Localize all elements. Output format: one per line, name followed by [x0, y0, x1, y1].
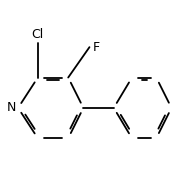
Text: Cl: Cl	[32, 28, 44, 41]
Text: N: N	[7, 101, 17, 114]
Text: F: F	[92, 41, 100, 54]
